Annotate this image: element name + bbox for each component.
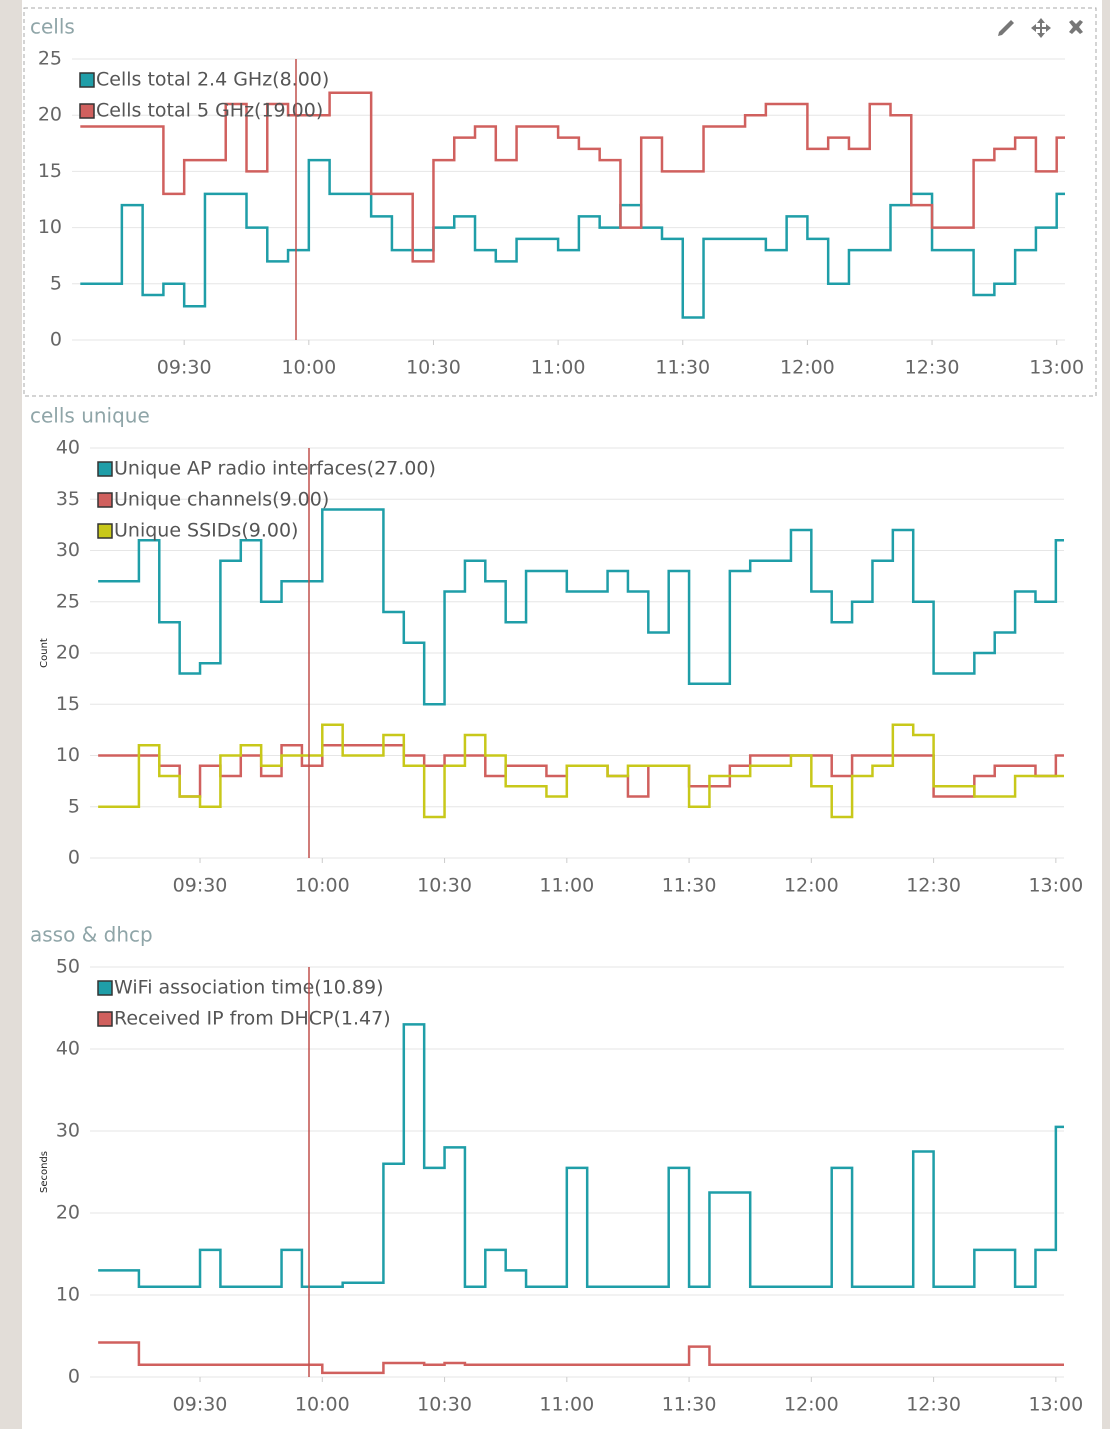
y-tick-label: 40 (56, 1038, 80, 1060)
y-tick-label: 30 (56, 539, 80, 561)
legend-label: Cells total 2.4 GHz(8.00) (96, 69, 329, 91)
legend-swatch (97, 523, 113, 539)
legend-swatch (79, 103, 95, 119)
x-tick-label: 11:00 (539, 1394, 594, 1416)
y-tick-label: 5 (50, 272, 62, 294)
legend-swatch (97, 492, 113, 508)
dashboard-background (22, 0, 1102, 1429)
y-tick-label: 10 (38, 216, 62, 238)
x-tick-label: 12:30 (906, 875, 961, 897)
x-tick-label: 13:00 (1028, 1394, 1083, 1416)
x-tick-label: 12:00 (784, 1394, 839, 1416)
x-tick-label: 11:30 (655, 357, 710, 379)
y-tick-label: 30 (56, 1120, 80, 1142)
x-tick-label: 11:00 (531, 357, 586, 379)
y-tick-label: 40 (56, 437, 80, 459)
y-tick-label: 0 (68, 1366, 80, 1388)
legend-swatch (79, 72, 95, 88)
legend-swatch (97, 980, 113, 996)
y-tick-label: 10 (56, 1284, 80, 1306)
x-tick-label: 09:30 (157, 357, 212, 379)
x-tick-label: 11:00 (539, 875, 594, 897)
x-tick-label: 10:30 (417, 1394, 472, 1416)
panel-selection-border (23, 7, 1097, 397)
y-tick-label: 0 (50, 329, 62, 351)
panel-icons (998, 18, 1083, 38)
x-tick-label: 11:30 (662, 875, 717, 897)
x-tick-label: 12:00 (780, 357, 835, 379)
legend-label: Received IP from DHCP(1.47) (114, 1008, 391, 1030)
plots: cells 0 5 10 15 20 25 09:30 10:00 10:30 11:00 11:30… (30, 15, 1084, 1416)
x-tick-label: 11:30 (662, 1394, 717, 1416)
series-line (98, 1023, 1064, 1289)
legend-label: Cells total 5 GHz(19.00) (96, 100, 323, 122)
y-tick-label: 35 (56, 488, 80, 510)
y-tick-label: 15 (38, 160, 62, 182)
x-tick-label: 13:00 (1029, 357, 1084, 379)
y-tick-label: 25 (56, 590, 80, 612)
x-tick-label: 12:00 (784, 875, 839, 897)
x-tick-label: 09:30 (173, 1394, 228, 1416)
close-icon[interactable] (1069, 20, 1083, 34)
series-line (98, 508, 1064, 706)
legend-label: Unique AP radio interfaces(27.00) (114, 458, 436, 480)
y-tick-label: 15 (56, 693, 80, 715)
y-axis-label: Count (39, 638, 50, 668)
y-tick-label: 25 (38, 48, 62, 70)
series-line (80, 91, 1065, 263)
y-tick-label: 5 (68, 795, 80, 817)
y-tick-label: 10 (56, 744, 80, 766)
chart-title: cells (30, 15, 75, 39)
x-tick-label: 10:00 (281, 357, 336, 379)
x-tick-label: 10:00 (295, 1394, 350, 1416)
y-tick-label: 20 (56, 1202, 80, 1224)
edit-icon[interactable] (998, 20, 1014, 36)
x-tick-label: 10:30 (406, 357, 461, 379)
x-tick-label: 10:00 (295, 875, 350, 897)
series-line (98, 1341, 1064, 1375)
series-line (98, 723, 1064, 819)
x-tick-label: 12:30 (906, 1394, 961, 1416)
legend-swatch (97, 1011, 113, 1027)
move-icon[interactable] (1031, 18, 1051, 38)
legend-swatch (97, 461, 113, 477)
x-tick-label: 12:30 (905, 357, 960, 379)
legend-label: Unique SSIDs(9.00) (114, 520, 298, 542)
y-tick-label: 0 (68, 847, 80, 869)
y-tick-label: 20 (56, 642, 80, 664)
y-tick-label: 20 (38, 104, 62, 126)
legend-label: Unique channels(9.00) (114, 489, 329, 511)
legend-label: WiFi association time(10.89) (114, 977, 384, 999)
y-tick-label: 50 (56, 956, 80, 978)
y-axis-label: Seconds (39, 1151, 50, 1193)
chart-title: asso & dhcp (30, 923, 153, 947)
x-tick-label: 10:30 (417, 875, 472, 897)
chart-title: cells unique (30, 404, 150, 428)
x-tick-label: 13:00 (1028, 875, 1083, 897)
x-tick-label: 09:30 (173, 875, 228, 897)
